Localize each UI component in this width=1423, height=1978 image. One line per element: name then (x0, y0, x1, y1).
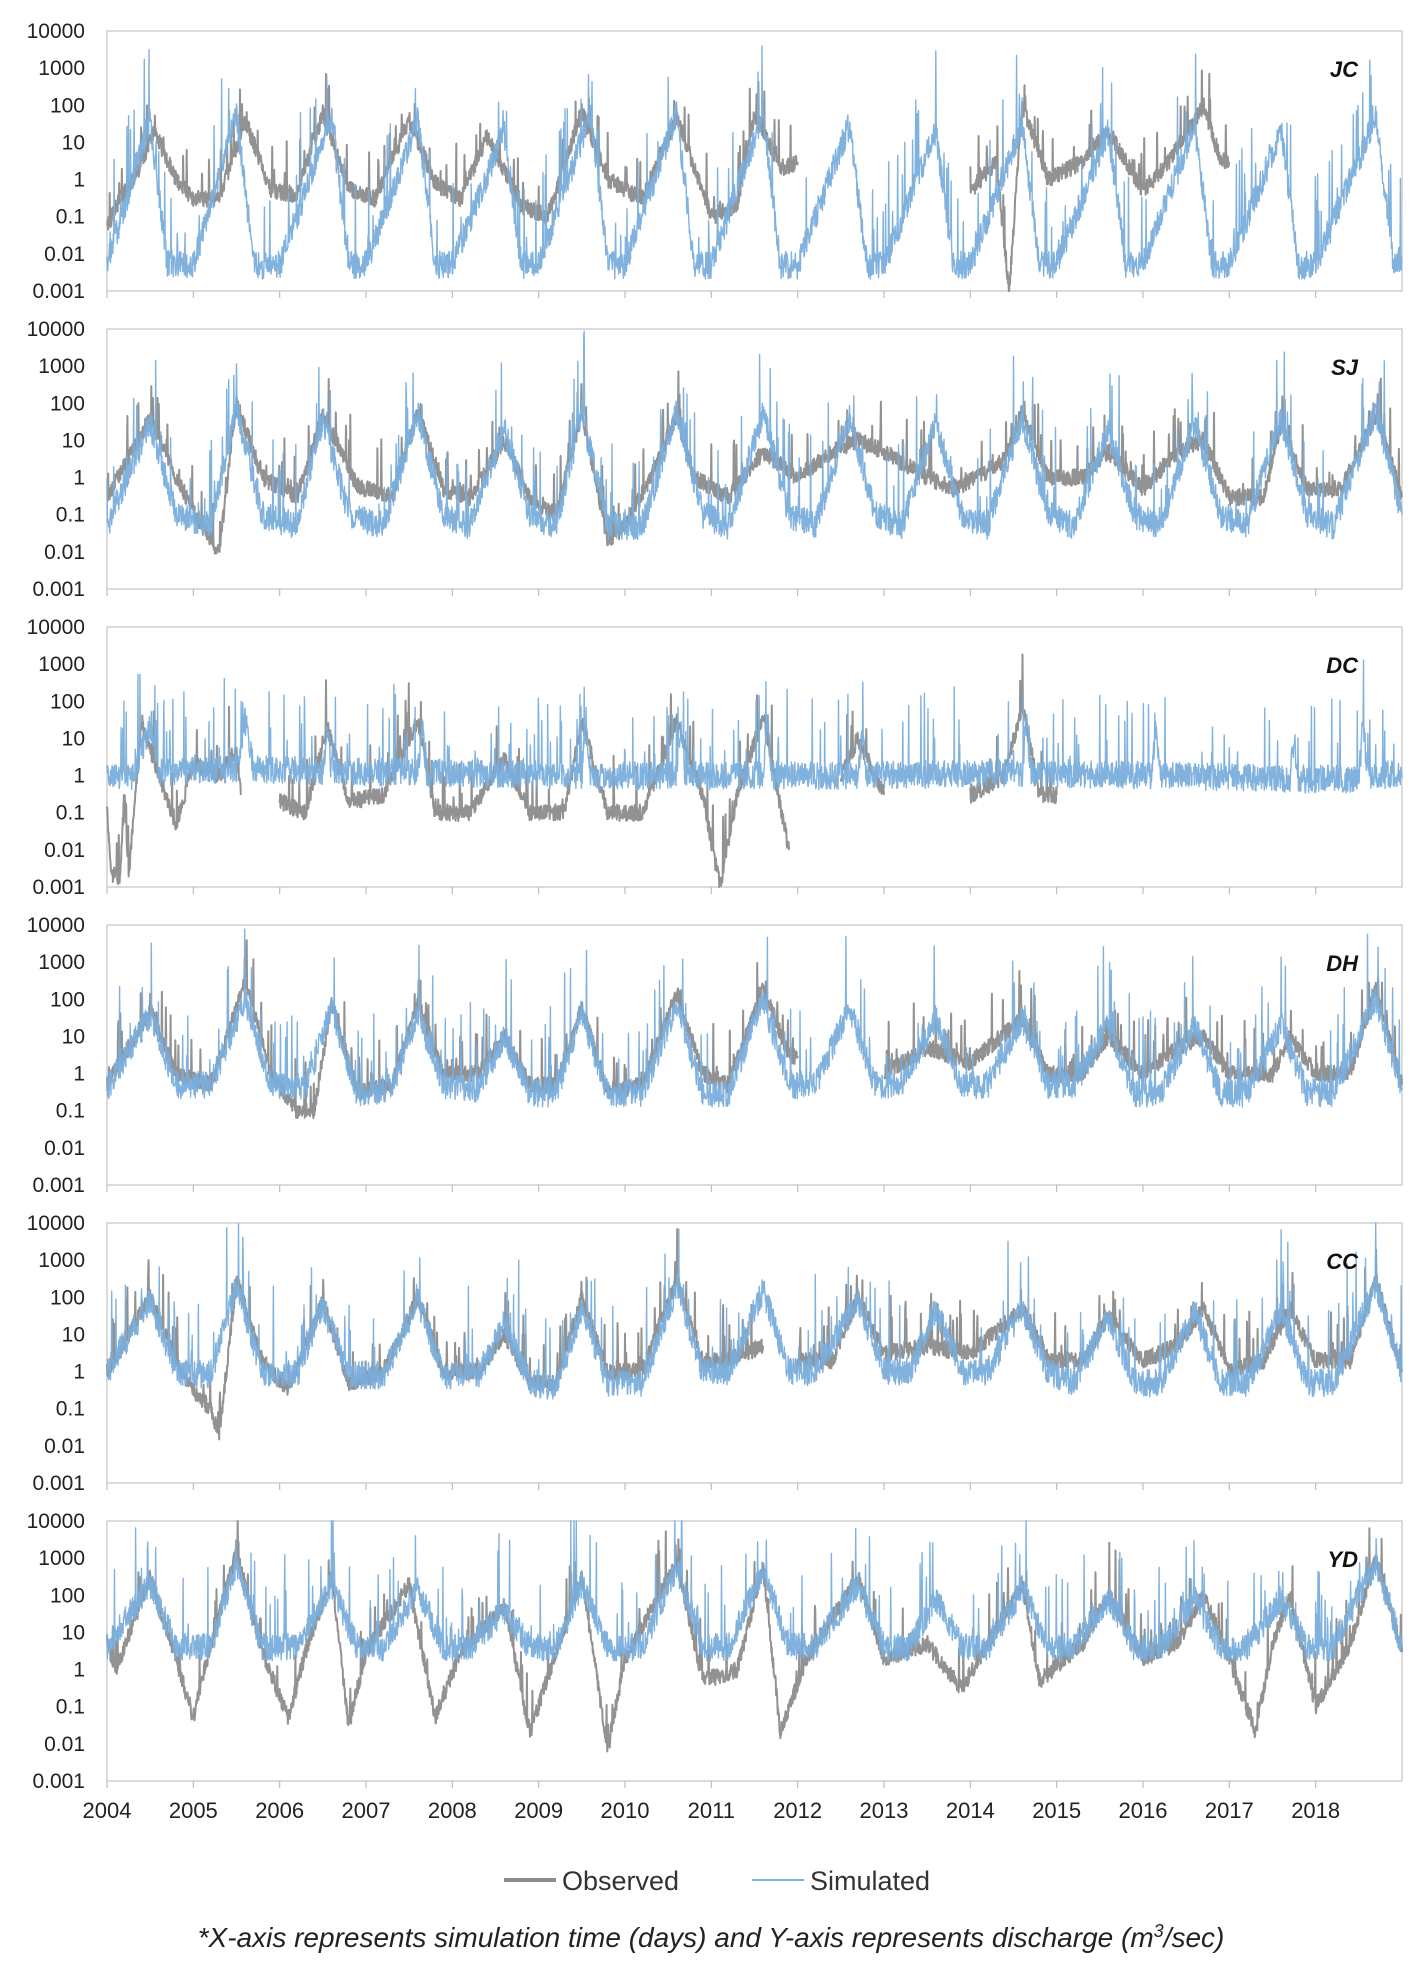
x-tick-label: 2017 (1205, 1798, 1254, 1823)
station-label: YD (1327, 1547, 1358, 1572)
simulated-series-line (106, 928, 1403, 1108)
x-tick-label: 2008 (428, 1798, 477, 1823)
y-tick-label: 10 (62, 1025, 85, 1048)
station-label: DH (1326, 951, 1359, 976)
y-tick-label: 1000 (38, 653, 85, 676)
y-tick-label: 1000 (38, 1547, 85, 1570)
simulated-series-line (106, 330, 1403, 541)
caption-sup: 3 (1154, 1921, 1164, 1941)
y-tick-label: 100 (50, 988, 85, 1011)
y-tick-label: 0.01 (44, 1733, 85, 1756)
y-tick-label: 10 (62, 1323, 85, 1346)
y-tick-label: 0.1 (56, 802, 85, 825)
x-tick-label: 2018 (1291, 1798, 1340, 1823)
y-tick-label: 0.01 (44, 1137, 85, 1160)
y-tick-label: 0.1 (56, 1398, 85, 1421)
y-tick-label: 0.001 (32, 1472, 85, 1495)
panel-dc: 10000 1000 100 10 1 0.1 0.01 0.001 DC (27, 616, 1403, 899)
x-axis: 2004 2005 2006 2007 2008 2009 2010 2011 2012 2013… (83, 1798, 1341, 1823)
y-tick-label: 0.001 (32, 578, 85, 601)
legend-label-simulated: Simulated (810, 1866, 930, 1896)
y-tick-label: 10000 (27, 914, 85, 937)
y-tick-label: 0.1 (56, 504, 85, 527)
y-tick-label: 10 (62, 727, 85, 750)
y-tick-label: 10000 (27, 318, 85, 341)
y-tick-label: 0.001 (32, 1174, 85, 1197)
panel-yd: 10000 1000 100 10 1 0.1 0.01 0.001 YD (27, 1510, 1403, 1793)
panels: 1000010001001010.10.010.001JC10000100010… (27, 20, 1403, 1793)
y-tick-label: 10000 (27, 616, 85, 639)
simulated-series-line (106, 1520, 1403, 1662)
y-tick-label: 10 (62, 131, 85, 154)
y-tick-label: 100 (50, 1286, 85, 1309)
x-tick-label: 2014 (946, 1798, 995, 1823)
x-tick-label: 2011 (688, 1798, 735, 1823)
x-tick-label: 2006 (255, 1798, 304, 1823)
y-tick-label: 100 (50, 392, 85, 415)
station-label: CC (1326, 1249, 1359, 1274)
observed-series-line (106, 653, 1058, 888)
x-tick-label: 2012 (773, 1798, 822, 1823)
caption-post: /sec) (1162, 1922, 1225, 1953)
y-tick-label: 0.1 (56, 206, 85, 229)
x-tick-label: 2007 (342, 1798, 391, 1823)
plot-area (106, 626, 1403, 888)
y-tick-label: 100 (50, 690, 85, 713)
panel-sj: 10000 1000 100 10 1 0.1 0.01 0.001 SJ (27, 318, 1403, 601)
y-tick-label: 1 (73, 1659, 85, 1682)
y-tick-label: 1 (73, 467, 85, 490)
station-label: DC (1326, 653, 1359, 678)
station-label: JC (1330, 57, 1359, 82)
panel-jc: 10000 1000 100 10 1 0.1 0.01 0.001 JC (27, 20, 1403, 303)
simulated-series-line (106, 1222, 1403, 1400)
x-tick-label: 2010 (601, 1798, 650, 1823)
y-tick-label: 0.01 (44, 1435, 85, 1458)
y-tick-label: 1000 (38, 1249, 85, 1272)
x-tick-label: 2016 (1119, 1798, 1168, 1823)
legend-label-observed: Observed (562, 1866, 679, 1896)
x-tick-label: 2015 (1032, 1798, 1081, 1823)
y-tick-label: 100 (50, 94, 85, 117)
y-tick-label: 100 (50, 1584, 85, 1607)
y-tick-label: 0.01 (44, 839, 85, 862)
y-tick-label: 0.01 (44, 243, 85, 266)
simulated-series-line (106, 659, 1403, 794)
y-tick-label: 1000 (38, 951, 85, 974)
station-label: SJ (1331, 355, 1359, 380)
y-tick-label: 1000 (38, 57, 85, 80)
y-tick-label: 1000 (38, 355, 85, 378)
y-tick-label: 10000 (27, 1510, 85, 1533)
x-tick-label: 2009 (514, 1798, 563, 1823)
x-tick-label: 2004 (83, 1798, 132, 1823)
panel-cc: 10000 1000 100 10 1 0.1 0.01 0.001 CC (27, 1212, 1403, 1495)
y-tick-label: 0.001 (32, 280, 85, 303)
simulated-series-line (106, 45, 1403, 280)
y-tick-label: 10 (62, 429, 85, 452)
y-tick-label: 1 (73, 765, 85, 788)
y-tick-label: 10 (62, 1621, 85, 1644)
y-tick-label: 0.01 (44, 541, 85, 564)
caption-pre: *X-axis represents simulation time (days… (198, 1922, 1154, 1953)
y-tick-label: 10000 (27, 20, 85, 43)
plot-area (106, 1520, 1403, 1782)
y-tick-label: 0.001 (32, 876, 85, 899)
x-tick-label: 2005 (169, 1798, 218, 1823)
legend: Observed Simulated (504, 1866, 930, 1896)
y-tick-label: 10000 (27, 1212, 85, 1235)
x-tick-label: 2013 (860, 1798, 909, 1823)
axis-caption: *X-axis represents simulation time (days… (198, 1921, 1225, 1953)
y-tick-label: 1 (73, 1361, 85, 1384)
y-tick-label: 1 (73, 1063, 85, 1086)
y-tick-label: 0.001 (32, 1770, 85, 1793)
y-tick-label: 0.1 (56, 1100, 85, 1123)
plot-area (106, 30, 1403, 292)
panel-dh: 10000 1000 100 10 1 0.1 0.01 0.001 DH (27, 914, 1403, 1197)
y-tick-label: 1 (73, 169, 85, 192)
y-tick-label: 0.1 (56, 1696, 85, 1719)
